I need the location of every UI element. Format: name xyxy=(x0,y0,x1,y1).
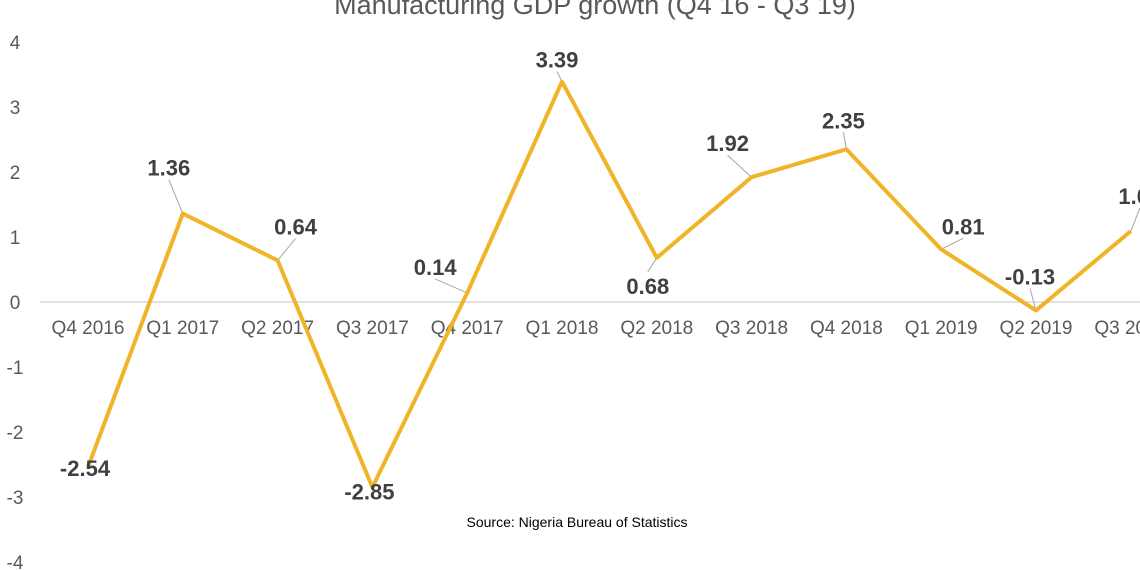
source-note: Source: Nigeria Bureau of Statistics xyxy=(467,514,688,530)
y-tick-label: 0 xyxy=(10,293,21,314)
x-tick-label: Q4 2018 xyxy=(810,318,883,339)
data-label: -2.85 xyxy=(344,479,394,504)
data-label: -2.54 xyxy=(60,456,111,481)
data-label: 2.35 xyxy=(822,108,865,133)
data-label-leader xyxy=(168,179,184,214)
data-label-leader xyxy=(727,154,752,178)
data-label: 1.92 xyxy=(706,131,749,156)
data-label-leader xyxy=(434,278,468,294)
x-tick-label: Q1 2017 xyxy=(146,318,219,339)
data-label: 0.81 xyxy=(942,214,985,239)
y-tick-label: -3 xyxy=(7,488,24,509)
data-label-leader xyxy=(277,238,296,261)
x-tick-label: Q2 2018 xyxy=(620,318,693,339)
x-tick-label: Q2 2017 xyxy=(241,318,314,339)
x-tick-label: Q4 2017 xyxy=(431,318,504,339)
y-tick-label: 1 xyxy=(10,228,21,249)
x-tick-label: Q3 2017 xyxy=(336,318,409,339)
data-label: -0.13 xyxy=(1005,264,1055,289)
y-tick-label: 4 xyxy=(10,33,21,54)
y-tick-label: -4 xyxy=(7,553,24,570)
data-label-leader xyxy=(842,132,847,150)
x-tick-label: Q3 2019 xyxy=(1094,318,1140,339)
x-tick-label: Q4 2016 xyxy=(52,318,125,339)
x-tick-label: Q3 2018 xyxy=(715,318,788,339)
x-tick-label: Q2 2019 xyxy=(1000,318,1073,339)
y-tick-label: 3 xyxy=(10,98,21,119)
data-label-leader xyxy=(1029,288,1037,311)
data-label: 1.09 xyxy=(1118,184,1140,209)
y-tick-label: 2 xyxy=(10,163,21,184)
y-tick-label: -2 xyxy=(7,423,24,444)
data-label: 0.64 xyxy=(274,214,318,239)
data-label: 3.39 xyxy=(536,48,579,73)
data-label: 0.14 xyxy=(414,255,458,280)
x-tick-label: Q1 2018 xyxy=(526,318,599,339)
data-label-leader xyxy=(647,257,658,273)
data-label-leader xyxy=(1130,207,1140,232)
series-line xyxy=(86,79,1133,490)
data-label: 0.68 xyxy=(626,274,669,299)
data-label-leader xyxy=(940,237,964,250)
chart-title: Manufacturing GDP growth (Q4 16 - Q3 19) xyxy=(334,0,856,20)
y-tick-label: -1 xyxy=(7,358,24,379)
data-label: 1.36 xyxy=(147,156,190,181)
x-tick-label: Q1 2019 xyxy=(905,318,978,339)
